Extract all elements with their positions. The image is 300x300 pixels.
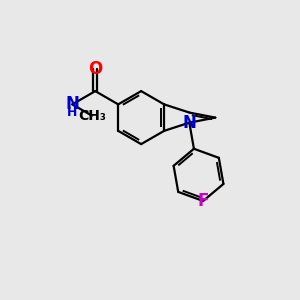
- Text: O: O: [88, 60, 102, 78]
- Text: CH₃: CH₃: [78, 109, 106, 123]
- Text: N: N: [65, 95, 79, 113]
- Text: F: F: [197, 192, 209, 210]
- Text: H: H: [67, 106, 77, 119]
- Text: N: N: [182, 114, 196, 132]
